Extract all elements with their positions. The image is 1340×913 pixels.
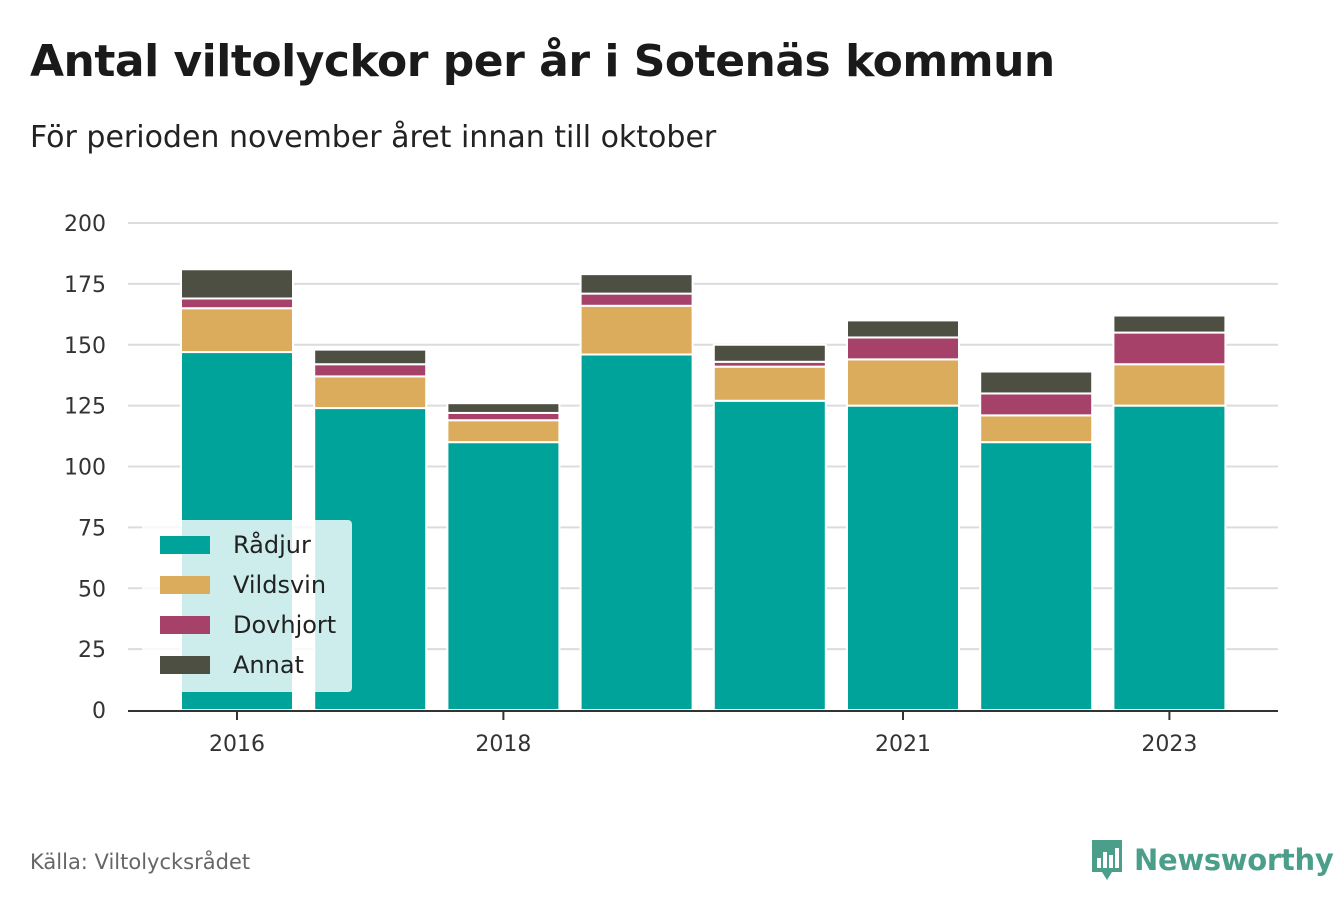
y-tick-label: 125 xyxy=(64,395,106,420)
chart-subtitle: För perioden november året innan till ok… xyxy=(30,120,717,155)
bar-segment-vildsvin xyxy=(1112,363,1227,407)
legend-swatch-annat xyxy=(160,656,210,674)
y-tick-label: 50 xyxy=(78,577,106,602)
brand-logo: Newsworthy xyxy=(1090,838,1334,882)
legend-swatch-vildsvin xyxy=(160,576,210,594)
y-axis-ticks: 0 25 50 75 100 125 150 175 200 xyxy=(64,212,106,724)
x-tick-label: 2018 xyxy=(475,732,531,757)
x-tick-label: 2023 xyxy=(1141,732,1197,757)
bar-segment-rådjur xyxy=(446,441,561,711)
source-note: Källa: Viltolycksrådet xyxy=(30,850,251,874)
bar-segment-rådjur xyxy=(979,441,1094,711)
legend-swatch-dovhjort xyxy=(160,616,210,634)
legend-label-dovhjort: Dovhjort xyxy=(233,611,336,639)
bar-segment-annat xyxy=(313,348,428,366)
legend-label-vildsvin: Vildsvin xyxy=(233,571,326,599)
x-tick-label: 2016 xyxy=(209,732,265,757)
bar-segment-rådjur xyxy=(579,353,694,711)
bars xyxy=(180,268,1227,711)
bar-segment-dovhjort xyxy=(846,336,960,361)
x-axis: 2016 2018 2021 2023 xyxy=(128,710,1278,757)
bar-segment-rådjur xyxy=(1112,404,1227,711)
legend-label-annat: Annat xyxy=(233,651,304,679)
y-tick-label: 25 xyxy=(78,638,106,663)
bar-chart-speech-bubble-icon xyxy=(1092,840,1122,880)
y-tick-label: 200 xyxy=(64,212,106,237)
bar-segment-vildsvin xyxy=(979,414,1094,444)
y-tick-label: 150 xyxy=(64,334,106,359)
legend-box xyxy=(142,520,352,692)
y-tick-label: 175 xyxy=(64,273,106,298)
bar-segment-annat xyxy=(1112,314,1227,334)
bar-segment-dovhjort xyxy=(1112,331,1227,366)
brand-name: Newsworthy xyxy=(1134,843,1334,877)
bar-segment-annat xyxy=(979,370,1094,395)
bar-segment-vildsvin xyxy=(446,419,561,444)
bar-segment-annat xyxy=(180,268,294,300)
bar-segment-rådjur xyxy=(846,404,960,711)
legend-swatch-rådjur xyxy=(160,536,210,554)
y-tick-label: 75 xyxy=(78,516,106,541)
bar-segment-dovhjort xyxy=(446,411,561,422)
legend-label-rådjur: Rådjur xyxy=(233,530,311,559)
x-tick-label: 2021 xyxy=(875,732,931,757)
bar-segment-dovhjort xyxy=(979,392,1094,417)
bar-segment-vildsvin xyxy=(180,307,294,354)
bar-segment-dovhjort xyxy=(313,363,428,378)
bar-segment-annat xyxy=(579,273,694,295)
bar-segment-vildsvin xyxy=(579,304,694,356)
bar-segment-dovhjort xyxy=(579,292,694,307)
y-tick-label: 100 xyxy=(64,456,106,481)
chart-title: Antal viltolyckor per år i Sotenäs kommu… xyxy=(30,36,1055,87)
bar-segment-vildsvin xyxy=(313,375,428,410)
y-tick-label: 0 xyxy=(92,699,106,724)
bar-segment-vildsvin xyxy=(712,365,827,402)
bar-segment-annat xyxy=(446,402,561,414)
bar-segment-annat xyxy=(846,319,960,339)
bar-segment-rådjur xyxy=(712,399,827,711)
legend: Rådjur Vildsvin Dovhjort Annat xyxy=(142,520,352,692)
bar-segment-vildsvin xyxy=(846,358,960,407)
bar-segment-annat xyxy=(712,343,827,363)
bar-segment-dovhjort xyxy=(180,297,294,310)
